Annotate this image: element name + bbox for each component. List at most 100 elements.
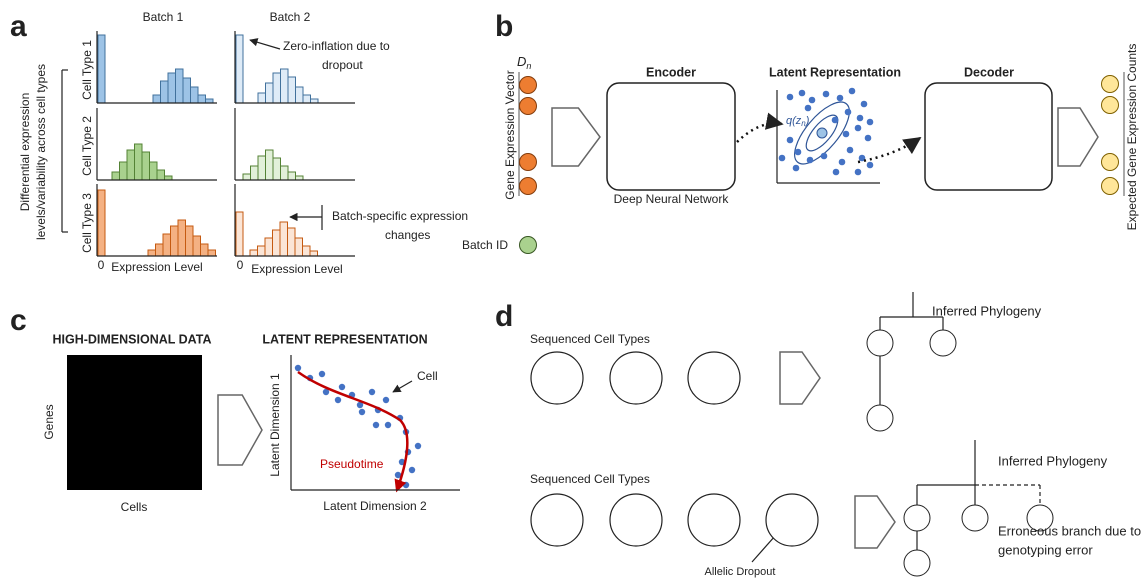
circle [787, 94, 794, 101]
circle [1102, 178, 1119, 195]
hist-bar [163, 234, 171, 256]
symbol: q(z [786, 115, 802, 127]
circle [837, 95, 844, 102]
circle [807, 157, 814, 164]
circle [531, 494, 583, 546]
annotation: dropout [322, 58, 363, 72]
circle [1102, 97, 1119, 114]
side-label: levels/variability across cell types [34, 64, 48, 240]
hist-bar [198, 95, 206, 103]
latent-symbol: q(zn) [786, 115, 810, 128]
circle [520, 77, 537, 94]
heatmap [67, 355, 202, 490]
symbol: D [517, 54, 526, 69]
tree-title: Inferred Phylogeny [998, 453, 1108, 468]
circle [766, 494, 818, 546]
subscript: n [526, 61, 531, 71]
circle [849, 88, 856, 95]
dotted-arrow [858, 138, 920, 162]
hist-bar [120, 162, 128, 180]
circle [855, 169, 862, 176]
curve-label: Pseudotime [320, 457, 384, 471]
data-title: HIGH-DIMENSIONAL DATA [52, 332, 211, 346]
latent-title: LATENT REPRESENTATION [262, 332, 427, 346]
cols-label: Cells [121, 500, 148, 514]
panel-label: d [495, 300, 513, 333]
hist-bar [236, 212, 243, 256]
circle [865, 135, 872, 142]
hist-bar [266, 83, 274, 103]
hist-bar [98, 190, 105, 256]
circle [385, 422, 391, 428]
axis-zero: 0 [237, 258, 244, 272]
hist-bar [265, 238, 273, 256]
circle [839, 159, 846, 166]
panel-label: b [495, 10, 513, 43]
hist-bar [296, 87, 304, 103]
circle [520, 178, 537, 195]
hist-bar [150, 162, 158, 180]
network-box [607, 83, 735, 190]
circle [857, 115, 864, 122]
hist-bar [251, 166, 259, 180]
circle [688, 494, 740, 546]
hist-bar [280, 222, 288, 256]
circle [795, 149, 802, 156]
encoder-caption: Deep Neural Network [614, 192, 730, 206]
hist-bar [236, 35, 243, 103]
hist-bar [295, 238, 303, 256]
hist-bar [288, 228, 296, 256]
process-arrow [218, 395, 262, 465]
hist-bar [171, 226, 179, 256]
circle [805, 105, 812, 112]
circle [610, 352, 662, 404]
circle [415, 443, 421, 449]
hist-bar [148, 250, 156, 256]
network-box [925, 83, 1052, 190]
circle [793, 165, 800, 172]
row-label: Cell Type 3 [80, 193, 94, 253]
circle [373, 422, 379, 428]
circle [823, 91, 830, 98]
circle [855, 125, 862, 132]
heading: Sequenced Cell Types [530, 472, 650, 486]
hist-bar [142, 152, 150, 180]
panel-label: c [10, 304, 27, 337]
hist-bar [127, 150, 135, 180]
hist-bar [266, 150, 274, 180]
panel-label: a [10, 10, 27, 43]
circle [962, 505, 988, 531]
circle [809, 97, 816, 104]
hist-bar [176, 69, 184, 103]
latent-title: Latent Representation [769, 65, 901, 79]
circle [1102, 76, 1119, 93]
circle [403, 482, 409, 488]
circle [930, 330, 956, 356]
circle [904, 505, 930, 531]
encoder-title: Encoder [646, 65, 696, 79]
hist-bar [288, 77, 296, 103]
x-label: Expression Level [251, 262, 342, 276]
line [393, 381, 412, 392]
annotation: Batch-specific expression [332, 209, 468, 223]
circle [817, 128, 827, 138]
side-label: Differential expression [18, 93, 32, 212]
annotation: Zero-inflation due to [283, 39, 390, 53]
circle [383, 397, 389, 403]
x-label: Expression Level [111, 260, 202, 274]
pseudotime-curve [298, 372, 407, 490]
hist-bar [273, 73, 281, 103]
decoder-title: Decoder [964, 65, 1014, 79]
hist-bar [250, 250, 258, 256]
hist-bar [157, 170, 165, 180]
circle [339, 384, 345, 390]
hist-bar [243, 174, 251, 180]
hist-bar [168, 73, 176, 103]
hist-bar [98, 35, 105, 103]
circle [409, 467, 415, 473]
hist-bar [281, 69, 289, 103]
input-label: Gene Expression Vector [503, 70, 517, 199]
annotation: changes [385, 228, 430, 242]
output-label: Expected Gene Expression Counts [1125, 44, 1139, 231]
circle [867, 330, 893, 356]
